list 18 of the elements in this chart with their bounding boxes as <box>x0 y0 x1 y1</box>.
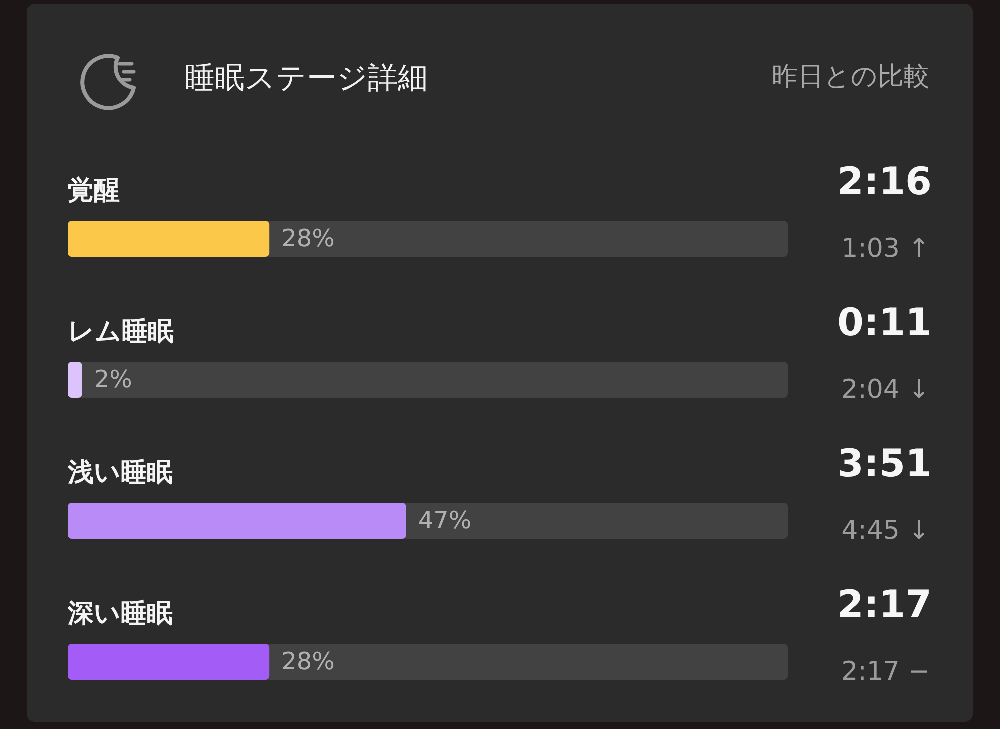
value-label: 28% <box>282 648 335 676</box>
category: 深い睡眠 <box>68 599 173 630</box>
value-label: 28% <box>282 224 335 253</box>
annotation: 1:03 ↑ <box>842 234 930 264</box>
annotation: 2:16 <box>837 159 932 204</box>
subtitle: 昨日との比較 <box>772 62 930 92</box>
category: レム睡眠 <box>68 317 174 348</box>
annotation: 3:51 <box>837 441 932 486</box>
annotation: 2:17 <box>837 582 932 626</box>
category: 浅い睡眠 <box>68 458 173 488</box>
annotation: 4:45 ↓ <box>842 516 930 546</box>
annotation: 0:11 <box>837 300 932 344</box>
title: 睡眠ステージ詳細 <box>185 61 428 96</box>
category: 覚醒 <box>68 176 120 206</box>
annotation: 2:17 − <box>842 657 930 688</box>
value-label: 47% <box>418 506 472 535</box>
value-label: 2% <box>94 366 132 394</box>
annotation: 2:04 ↓ <box>842 375 930 406</box>
